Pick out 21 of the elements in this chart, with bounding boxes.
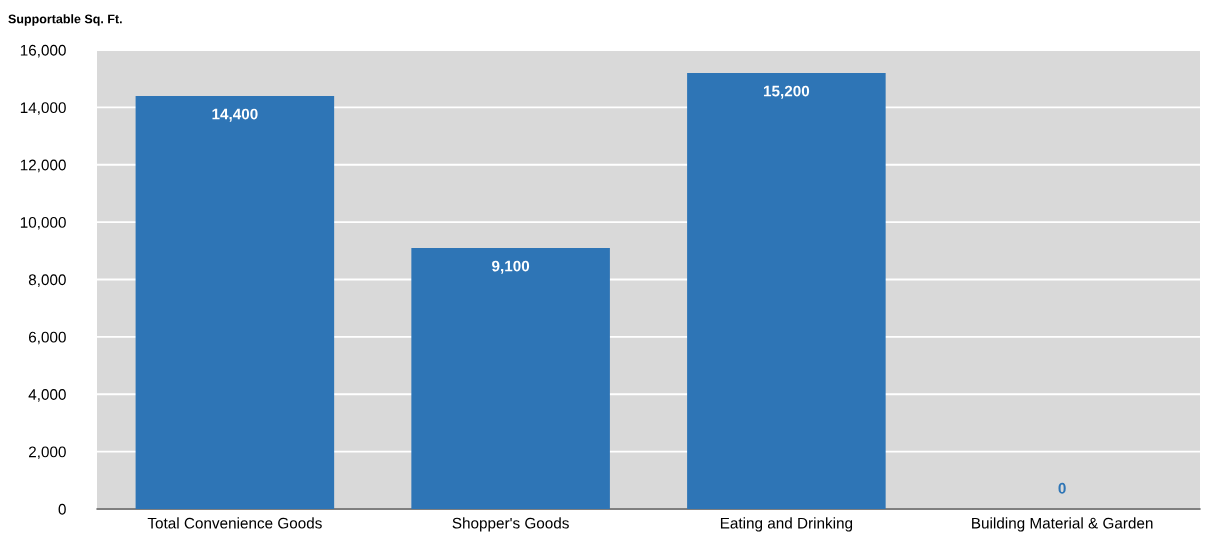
x-tick-label: Shopper's Goods	[452, 517, 569, 532]
bar	[411, 247, 610, 509]
x-tick-label: Total Convenience Goods	[147, 517, 322, 529]
y-tick-label: 2,000	[28, 446, 66, 460]
y-tick-label: 12,000	[20, 159, 66, 173]
bar	[135, 95, 335, 509]
data-label: 15,200	[763, 85, 810, 99]
data-label: 9,100	[492, 260, 530, 274]
y-tick-label: 6,000	[28, 331, 66, 345]
y-tick-label: 10,000	[20, 216, 66, 230]
bar	[687, 72, 886, 509]
y-tick-label: 4,000	[28, 389, 66, 402]
x-tick-label: Building Material & Garden	[972, 517, 1153, 532]
y-tick-label: 16,000	[20, 44, 66, 58]
y-tick-label: 14,000	[20, 102, 66, 115]
data-label: 0	[1058, 482, 1066, 494]
y-tick-label: 8,000	[28, 274, 66, 287]
y-tick-label: 0	[58, 503, 66, 515]
y-axis-title: Supportable Sq. Ft.	[8, 14, 122, 26]
x-tick-label: Eating and Drinking	[720, 517, 853, 532]
data-label: 14,400	[212, 108, 258, 122]
